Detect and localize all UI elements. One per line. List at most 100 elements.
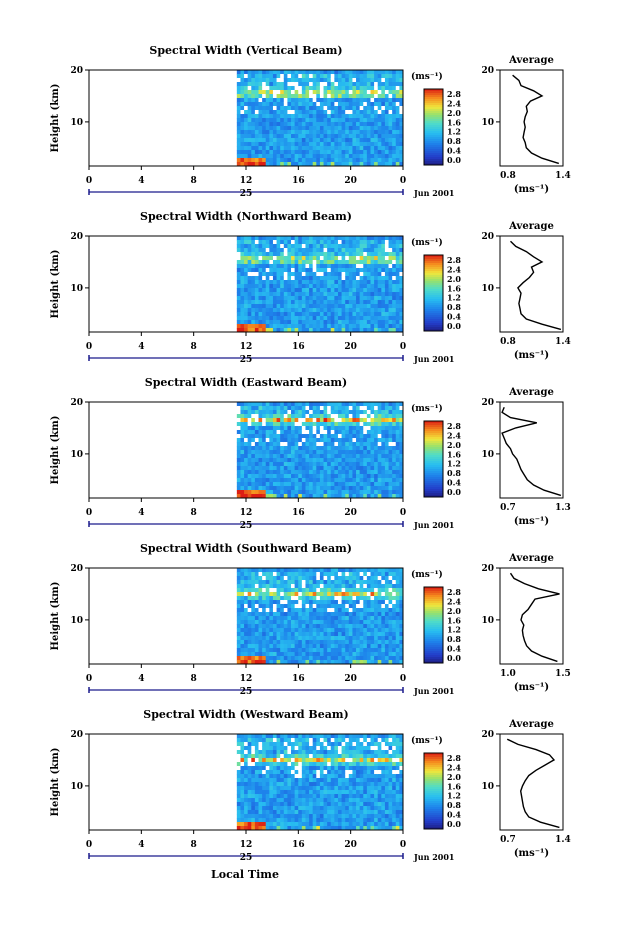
heatmap-cell — [370, 494, 375, 499]
heatmap-cell — [334, 414, 339, 419]
heatmap-cell — [262, 632, 267, 637]
heatmap-cell — [341, 320, 346, 325]
heatmap-cell — [247, 422, 252, 427]
heatmap-cell — [337, 422, 342, 427]
heatmap-cell — [323, 426, 328, 431]
heatmap-cell — [327, 320, 332, 325]
heatmap-cell — [240, 94, 245, 99]
heatmap-cell — [298, 78, 303, 83]
heatmap-cell — [247, 308, 252, 313]
heatmap-cell — [316, 474, 321, 479]
heatmap-cell — [345, 272, 350, 277]
heatmap-cell — [276, 312, 281, 317]
heatmap-cell — [341, 272, 346, 277]
heatmap-cell — [356, 256, 361, 261]
heatmap-cell — [269, 790, 274, 795]
heatmap-cell — [251, 94, 256, 99]
heatmap-cell — [392, 146, 397, 151]
heatmap-cell — [276, 70, 281, 75]
heatmap-cell — [305, 572, 310, 577]
colorbar-swatch — [424, 117, 443, 120]
heatmap-cell — [254, 430, 259, 435]
heatmap-cell — [265, 470, 270, 475]
heatmap-cell — [240, 316, 245, 321]
heatmap-cell — [309, 410, 314, 415]
heatmap-cell — [381, 434, 386, 439]
heatmap-cell — [283, 162, 288, 167]
heatmap-cell — [399, 154, 404, 159]
heatmap-cell — [305, 280, 310, 285]
heatmap-cell — [262, 414, 267, 419]
heatmap-cell — [287, 114, 292, 119]
heatmap-cell — [392, 600, 397, 605]
heatmap-cell — [247, 324, 252, 329]
heatmap-cell — [251, 620, 256, 625]
heatmap-cell — [377, 122, 382, 127]
heatmap-cell — [366, 296, 371, 301]
heatmap-cell — [374, 462, 379, 467]
heatmap-cell — [381, 248, 386, 253]
heatmap-cell — [283, 284, 288, 289]
heatmap-cell — [377, 162, 382, 167]
heatmap-cell — [316, 632, 321, 637]
heatmap-cell — [251, 304, 256, 309]
heatmap-cell — [280, 82, 285, 87]
heatmap-cell — [309, 256, 314, 261]
heatmap-cell — [287, 328, 292, 333]
heatmap-cell — [359, 296, 364, 301]
heatmap-cell — [337, 454, 342, 459]
heatmap-cell — [399, 146, 404, 151]
heatmap-cell — [276, 248, 281, 253]
heatmap-cell — [244, 154, 249, 159]
heatmap-cell — [283, 86, 288, 91]
heatmap-cell — [258, 482, 263, 487]
heatmap-cell — [356, 102, 361, 107]
profile-y-tick-label: 20 — [481, 398, 494, 408]
heatmap-cell — [269, 608, 274, 613]
heatmap-cell — [276, 94, 281, 99]
heatmap-cell — [330, 660, 335, 665]
heatmap-cell — [381, 454, 386, 459]
heatmap-cell — [366, 624, 371, 629]
panel-3: Spectral Width (Southward Beam)1020Heigh… — [50, 542, 571, 697]
heatmap-cell — [312, 652, 317, 657]
heatmap-cell — [341, 624, 346, 629]
heatmap-cell — [341, 410, 346, 415]
heatmap-cell — [395, 118, 400, 123]
colorbar-swatch — [424, 429, 443, 432]
heatmap-cell — [251, 316, 256, 321]
heatmap-cell — [291, 236, 296, 241]
heatmap-cell — [345, 240, 350, 245]
colorbar-tick-label: 0.8 — [447, 634, 461, 644]
heatmap-cell — [265, 90, 270, 95]
colorbar-swatch — [424, 299, 443, 302]
heatmap-cell — [280, 568, 285, 573]
heatmap-cell — [327, 490, 332, 495]
heatmap-cell — [291, 110, 296, 115]
heatmap-cell — [247, 798, 252, 803]
heatmap-cell — [247, 292, 252, 297]
heatmap-cell — [280, 240, 285, 245]
heatmap-cell — [240, 778, 245, 783]
heatmap-cell — [272, 248, 277, 253]
heatmap-cell — [384, 418, 389, 423]
heatmap-cell — [374, 576, 379, 581]
heatmap-cell — [240, 738, 245, 743]
heatmap-cell — [258, 628, 263, 633]
heatmap-cell — [374, 628, 379, 633]
heatmap-cell — [388, 410, 393, 415]
heatmap-cell — [244, 482, 249, 487]
heatmap-cell — [399, 316, 404, 321]
heatmap-cell — [265, 624, 270, 629]
colorbar-swatch — [424, 139, 443, 142]
heatmap-cell — [330, 264, 335, 269]
panels: Spectral Width (Vertical Beam)1020Height… — [50, 44, 571, 863]
heatmap-cell — [258, 494, 263, 499]
heatmap-cell — [370, 272, 375, 277]
heatmap-cell — [276, 106, 281, 111]
heatmap-cell — [287, 316, 292, 321]
heatmap-cell — [327, 652, 332, 657]
heatmap-cell — [359, 158, 364, 163]
heatmap-cell — [251, 458, 256, 463]
heatmap-cell — [280, 450, 285, 455]
